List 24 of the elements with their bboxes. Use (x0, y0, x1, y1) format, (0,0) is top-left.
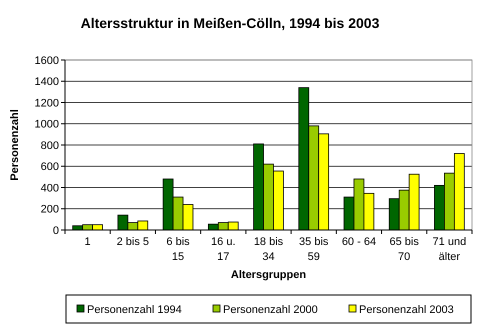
y-tick-label: 1000 (34, 118, 59, 131)
x-tick-label: 18 bis 34 (254, 236, 284, 263)
x-tick-label: 6 bis 15 (166, 236, 190, 263)
x-tick-label: 16 u. 17 (211, 236, 236, 263)
chart-title: Altersstruktur in Meißen-Cölln, 1994 bis 2003 (80, 15, 380, 31)
y-tick-label: 1600 (34, 54, 59, 67)
y-tick-label: 400 (40, 182, 59, 194)
y-axis-title: Personenzahl (9, 109, 21, 181)
x-tick-label: 65 bis 70 (389, 236, 420, 263)
x-axis-title: Altersgruppen (230, 269, 306, 281)
x-tick-label: 1 (84, 236, 91, 248)
x-tick-label: 35 bis 59 (299, 236, 329, 263)
y-tick-label: 200 (40, 204, 59, 216)
y-tick-label: 600 (40, 161, 59, 174)
y-tick-label: 800 (40, 140, 59, 152)
y-tick-label: 1400 (34, 76, 59, 88)
x-tick-label: 2 bis 5 (116, 236, 150, 248)
legend-label: Personenzahl 2003 (359, 304, 454, 316)
legend-label: Personenzahl 1994 (87, 304, 182, 316)
x-tick-label: 60 - 64 (342, 236, 376, 248)
legend-label: Personenzahl 2000 (223, 304, 318, 316)
y-tick-label: 0 (52, 224, 59, 237)
y-tick-label: 1200 (34, 97, 59, 110)
x-tick-label: 71 und älter (432, 236, 466, 263)
